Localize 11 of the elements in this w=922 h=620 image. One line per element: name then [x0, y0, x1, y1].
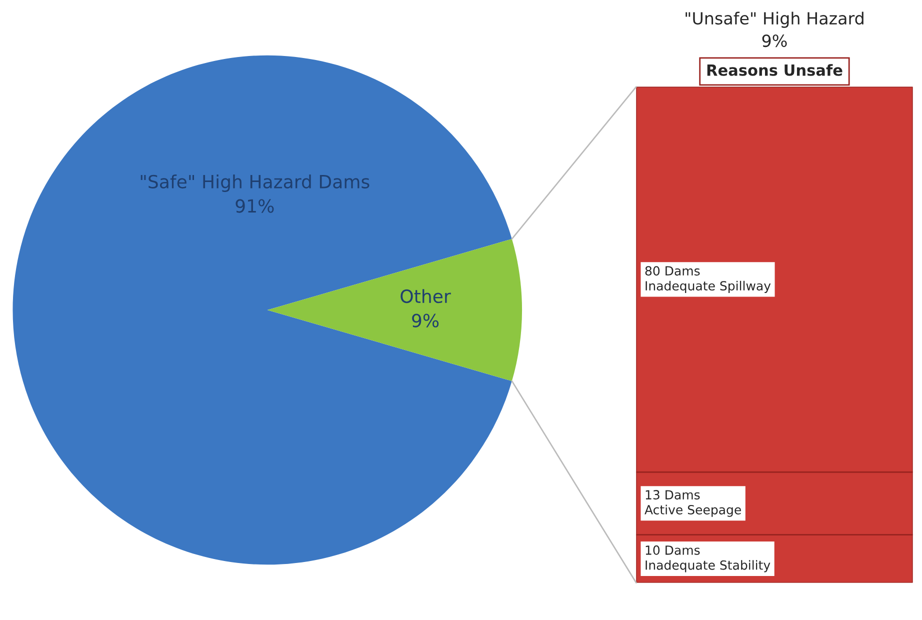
data-label: 80 Dams Inadequate Spillway [645, 266, 771, 293]
slice-label: "Safe" High Hazard Dams [140, 174, 370, 192]
chart-title: Reasons Unsafe [707, 64, 842, 76]
pie-slice [267, 238, 522, 382]
data-label: 10 Dams Inadequate Stability [646, 545, 770, 572]
pie-slice [12, 55, 512, 565]
data-label: 13 Dams Active Seepage [644, 490, 741, 517]
data-label: 9% [412, 314, 439, 328]
slice-label: Other [400, 289, 451, 304]
data-label: 91% [236, 199, 274, 213]
text: "Unsafe" High Hazard 9% [686, 12, 864, 48]
